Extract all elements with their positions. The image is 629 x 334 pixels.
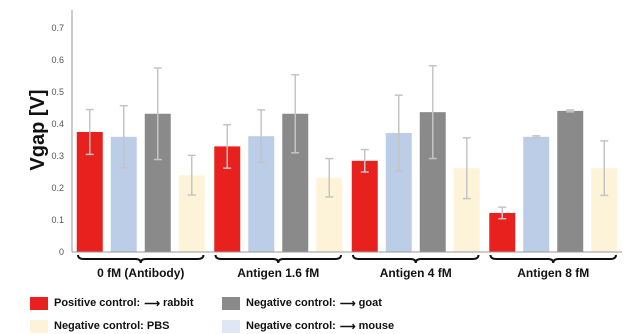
legend-target-rabbit: rabbit — [162, 297, 194, 309]
x-tick-label: Antigen 1.6 fM — [237, 266, 319, 280]
x-tick-label: Antigen 4 fM — [380, 266, 452, 280]
bar — [351, 160, 378, 252]
y-tick-label: 0.3 — [51, 151, 64, 161]
legend: Positive control: ⟶ rabbit Negative cont… — [0, 292, 629, 334]
category-brace — [214, 254, 342, 264]
x-tick-label: Antigen 8 fM — [517, 266, 589, 280]
arrow-right-icon: ⟶ — [339, 297, 356, 310]
legend-swatch-positive-rabbit — [30, 296, 48, 310]
legend-label-negative-pbs: Negative control: PBS — [54, 320, 170, 332]
legend-label-negative-mouse: Negative control: — [246, 320, 336, 332]
arrow-right-icon: ⟶ — [339, 320, 356, 333]
legend-swatch-negative-goat — [222, 296, 240, 310]
bar-chart: 0 0.1 0.2 0.3 0.4 0.5 0.6 0.7 0 fM (Antibody) An… — [27, 10, 622, 280]
legend-item-negative-pbs: Negative control: PBS — [30, 318, 170, 334]
legend-item-positive-rabbit: Positive control: ⟶ rabbit — [30, 295, 194, 311]
y-tick-label: 0.2 — [51, 183, 64, 193]
legend-item-negative-goat: Negative control: ⟶ goat — [222, 295, 382, 311]
category-brace — [352, 254, 480, 264]
category-brace — [489, 254, 617, 264]
bar — [557, 110, 584, 252]
x-axis: 0 fM (Antibody) Antigen 1.6 fM Antigen 4 f… — [72, 251, 622, 280]
y-tick-label: 0.1 — [51, 215, 64, 225]
y-tick-label: 0.7 — [51, 23, 64, 33]
y-axis: 0 0.1 0.2 0.3 0.4 0.5 0.6 0.7 — [51, 10, 73, 257]
legend-label-positive: Positive control: — [54, 297, 141, 309]
legend-target-goat: goat — [358, 297, 382, 309]
legend-target-mouse: mouse — [358, 320, 395, 332]
x-tick-label: 0 fM (Antibody) — [97, 266, 184, 280]
category-brace — [77, 254, 205, 264]
legend-swatch-negative-pbs — [30, 319, 48, 333]
arrow-right-icon: ⟶ — [144, 297, 160, 310]
y-tick-label: 0 — [59, 247, 64, 257]
y-tick-label: 0.6 — [51, 55, 64, 65]
legend-label-negative-goat: Negative control: — [246, 297, 336, 309]
bar — [523, 136, 550, 252]
legend-item-negative-mouse: Negative control: ⟶ mouse — [222, 318, 394, 334]
y-tick-label: 0.4 — [51, 119, 64, 129]
legend-swatch-negative-mouse — [222, 319, 240, 333]
y-axis-label: Vgap [V] — [27, 89, 49, 170]
bars-group — [76, 65, 618, 252]
y-tick-label: 0.5 — [51, 87, 64, 97]
